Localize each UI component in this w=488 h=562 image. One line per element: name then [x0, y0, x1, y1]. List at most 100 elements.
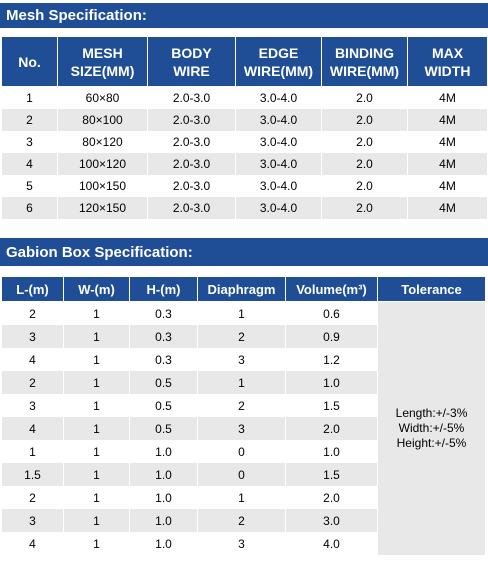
mesh-cell: 5	[1, 175, 58, 197]
mesh-cell: 1	[1, 86, 58, 109]
mesh-cell: 60×80	[57, 86, 148, 109]
gabion-cell: 1.5	[1, 463, 64, 486]
gabion-table-row: 4 1 0.5 3 2.0	[1, 417, 486, 440]
mesh-header-cell: EDGE WIRE(MM)	[235, 36, 322, 87]
gabion-header-cell: W-(m)	[63, 276, 130, 302]
gabion-cell: 4	[1, 532, 64, 555]
mesh-header-cell: BODY WIRE	[147, 36, 236, 87]
gabion-table-row: 4 1 1.0 3 4.0	[1, 532, 486, 555]
gabion-spec-title: Gabion Box Specification:	[0, 238, 488, 266]
mesh-cell: 2	[1, 109, 58, 131]
mesh-cell: 2.0	[321, 131, 408, 153]
mesh-table-row: 5 100×150 2.0-3.0 3.0-4.0 2.0 4M	[1, 175, 488, 197]
gabion-header-cell: Tolerance	[377, 276, 486, 302]
mesh-header-cell: MESH SIZE(MM)	[57, 36, 148, 87]
mesh-cell: 120×150	[57, 197, 148, 219]
mesh-cell: 2.0-3.0	[147, 109, 236, 131]
mesh-table-row: 4 100×120 2.0-3.0 3.0-4.0 2.0 4M	[1, 153, 488, 175]
gabion-table-row: 3 1 0.3 2 0.9	[1, 325, 486, 348]
mesh-header-text: BINDING	[334, 44, 395, 61]
mesh-header-text: No.	[18, 53, 41, 70]
mesh-header-text: MESH	[82, 44, 123, 61]
mesh-cell: 2.0-3.0	[147, 131, 236, 153]
mesh-cell: 2.0-3.0	[147, 153, 236, 175]
gabion-cell: 1	[63, 486, 130, 509]
mesh-cell: 100×120	[57, 153, 148, 175]
mesh-header-text: EDGE	[258, 44, 299, 61]
gabion-table-row: 1.5 1 1.0 0 1.5	[1, 463, 486, 486]
gabion-cell: 2	[1, 301, 64, 325]
gabion-cell: 3.0	[285, 509, 378, 532]
mesh-table-row: 3 80×120 2.0-3.0 3.0-4.0 2.0 4M	[1, 131, 488, 153]
gabion-cell: 1.5	[285, 394, 378, 417]
tolerance-line: Length:+/-3%	[395, 406, 468, 420]
gabion-cell: 1.0	[285, 440, 378, 463]
mesh-cell: 80×120	[57, 131, 148, 153]
gabion-cell: 1	[63, 325, 130, 348]
tolerance-line: Height:+/-5%	[396, 436, 467, 450]
mesh-cell: 4M	[407, 153, 488, 175]
mesh-cell: 4M	[407, 175, 488, 197]
mesh-cell: 3.0-4.0	[235, 153, 322, 175]
gabion-cell: 0.5	[129, 371, 198, 394]
mesh-cell: 4M	[407, 197, 488, 219]
gabion-cell: 1.2	[285, 348, 378, 371]
gabion-table-row: 1 1 1.0 0 1.0	[1, 440, 486, 463]
gabion-cell: 1	[63, 440, 130, 463]
mesh-cell: 3.0-4.0	[235, 197, 322, 219]
mesh-cell: 2.0-3.0	[147, 86, 236, 109]
mesh-header-cell: BINDING WIRE(MM)	[321, 36, 408, 87]
mesh-table-header-row: No. MESH SIZE(MM) BODY WIRE EDGE WIRE(MM) BINDI…	[1, 36, 488, 87]
gabion-cell: 0.9	[285, 325, 378, 348]
gabion-table-row: 3 1 1.0 2 3.0	[1, 509, 486, 532]
mesh-cell: 2.0-3.0	[147, 175, 236, 197]
gabion-cell: 0.3	[129, 301, 198, 325]
gabion-cell: 1	[63, 348, 130, 371]
gabion-table-row: 2 1 0.5 1 1.0	[1, 371, 486, 394]
mesh-cell: 80×100	[57, 109, 148, 131]
mesh-header-cell: MAX WIDTH	[407, 36, 488, 87]
gabion-cell: 4.0	[285, 532, 378, 555]
gabion-cell: 1	[63, 301, 130, 325]
mesh-header-text: MAX	[431, 44, 464, 61]
gabion-cell: 2	[1, 371, 64, 394]
gabion-header-cell: Diaphragm	[197, 276, 286, 302]
mesh-cell: 100×150	[57, 175, 148, 197]
gabion-cell: 1.0	[285, 371, 378, 394]
mesh-cell: 2.0	[321, 109, 408, 131]
gabion-cell: 3	[1, 394, 64, 417]
mesh-cell: 2.0	[321, 197, 408, 219]
gabion-cell: 0.3	[129, 325, 198, 348]
mesh-cell: 3	[1, 131, 58, 153]
mesh-cell: 2.0	[321, 175, 408, 197]
gabion-cell: 1	[197, 301, 286, 325]
tolerance-line: Width:+/-5%	[398, 421, 465, 435]
mesh-cell: 3.0-4.0	[235, 86, 322, 109]
mesh-header-cell: No.	[1, 36, 58, 87]
gabion-cell: 1	[63, 371, 130, 394]
gabion-cell: 1.0	[129, 463, 198, 486]
mesh-cell: 3.0-4.0	[235, 175, 322, 197]
mesh-header-text: WIRE(MM)	[243, 62, 314, 79]
mesh-spec-title: Mesh Specification:	[0, 3, 488, 28]
gabion-cell: 2.0	[285, 486, 378, 509]
gabion-header-cell: H-(m)	[129, 276, 198, 302]
gabion-cell: 0.5	[129, 394, 198, 417]
mesh-table-row: 6 120×150 2.0-3.0 3.0-4.0 2.0 4M	[1, 197, 488, 219]
mesh-table-row: 2 80×100 2.0-3.0 3.0-4.0 2.0 4M	[1, 109, 488, 131]
gabion-cell: 2	[1, 486, 64, 509]
gabion-cell: 3	[1, 509, 64, 532]
gabion-cell: 2	[197, 394, 286, 417]
gabion-spec-table: L-(m) W-(m) H-(m) Diaphragm Volume(m³) Tolera…	[1, 276, 486, 555]
gabion-cell: 1.0	[129, 486, 198, 509]
gabion-cell: 2.0	[285, 417, 378, 440]
gabion-cell: 1.0	[129, 532, 198, 555]
gabion-cell: 3	[197, 417, 286, 440]
gabion-cell: 1	[63, 509, 130, 532]
mesh-cell: 3.0-4.0	[235, 109, 322, 131]
gabion-cell: 0.6	[285, 301, 378, 325]
gabion-cell: 1	[1, 440, 64, 463]
mesh-header-text: SIZE(MM)	[70, 62, 135, 79]
mesh-cell: 4M	[407, 109, 488, 131]
mesh-table-row: 1 60×80 2.0-3.0 3.0-4.0 2.0 4M	[1, 86, 488, 109]
